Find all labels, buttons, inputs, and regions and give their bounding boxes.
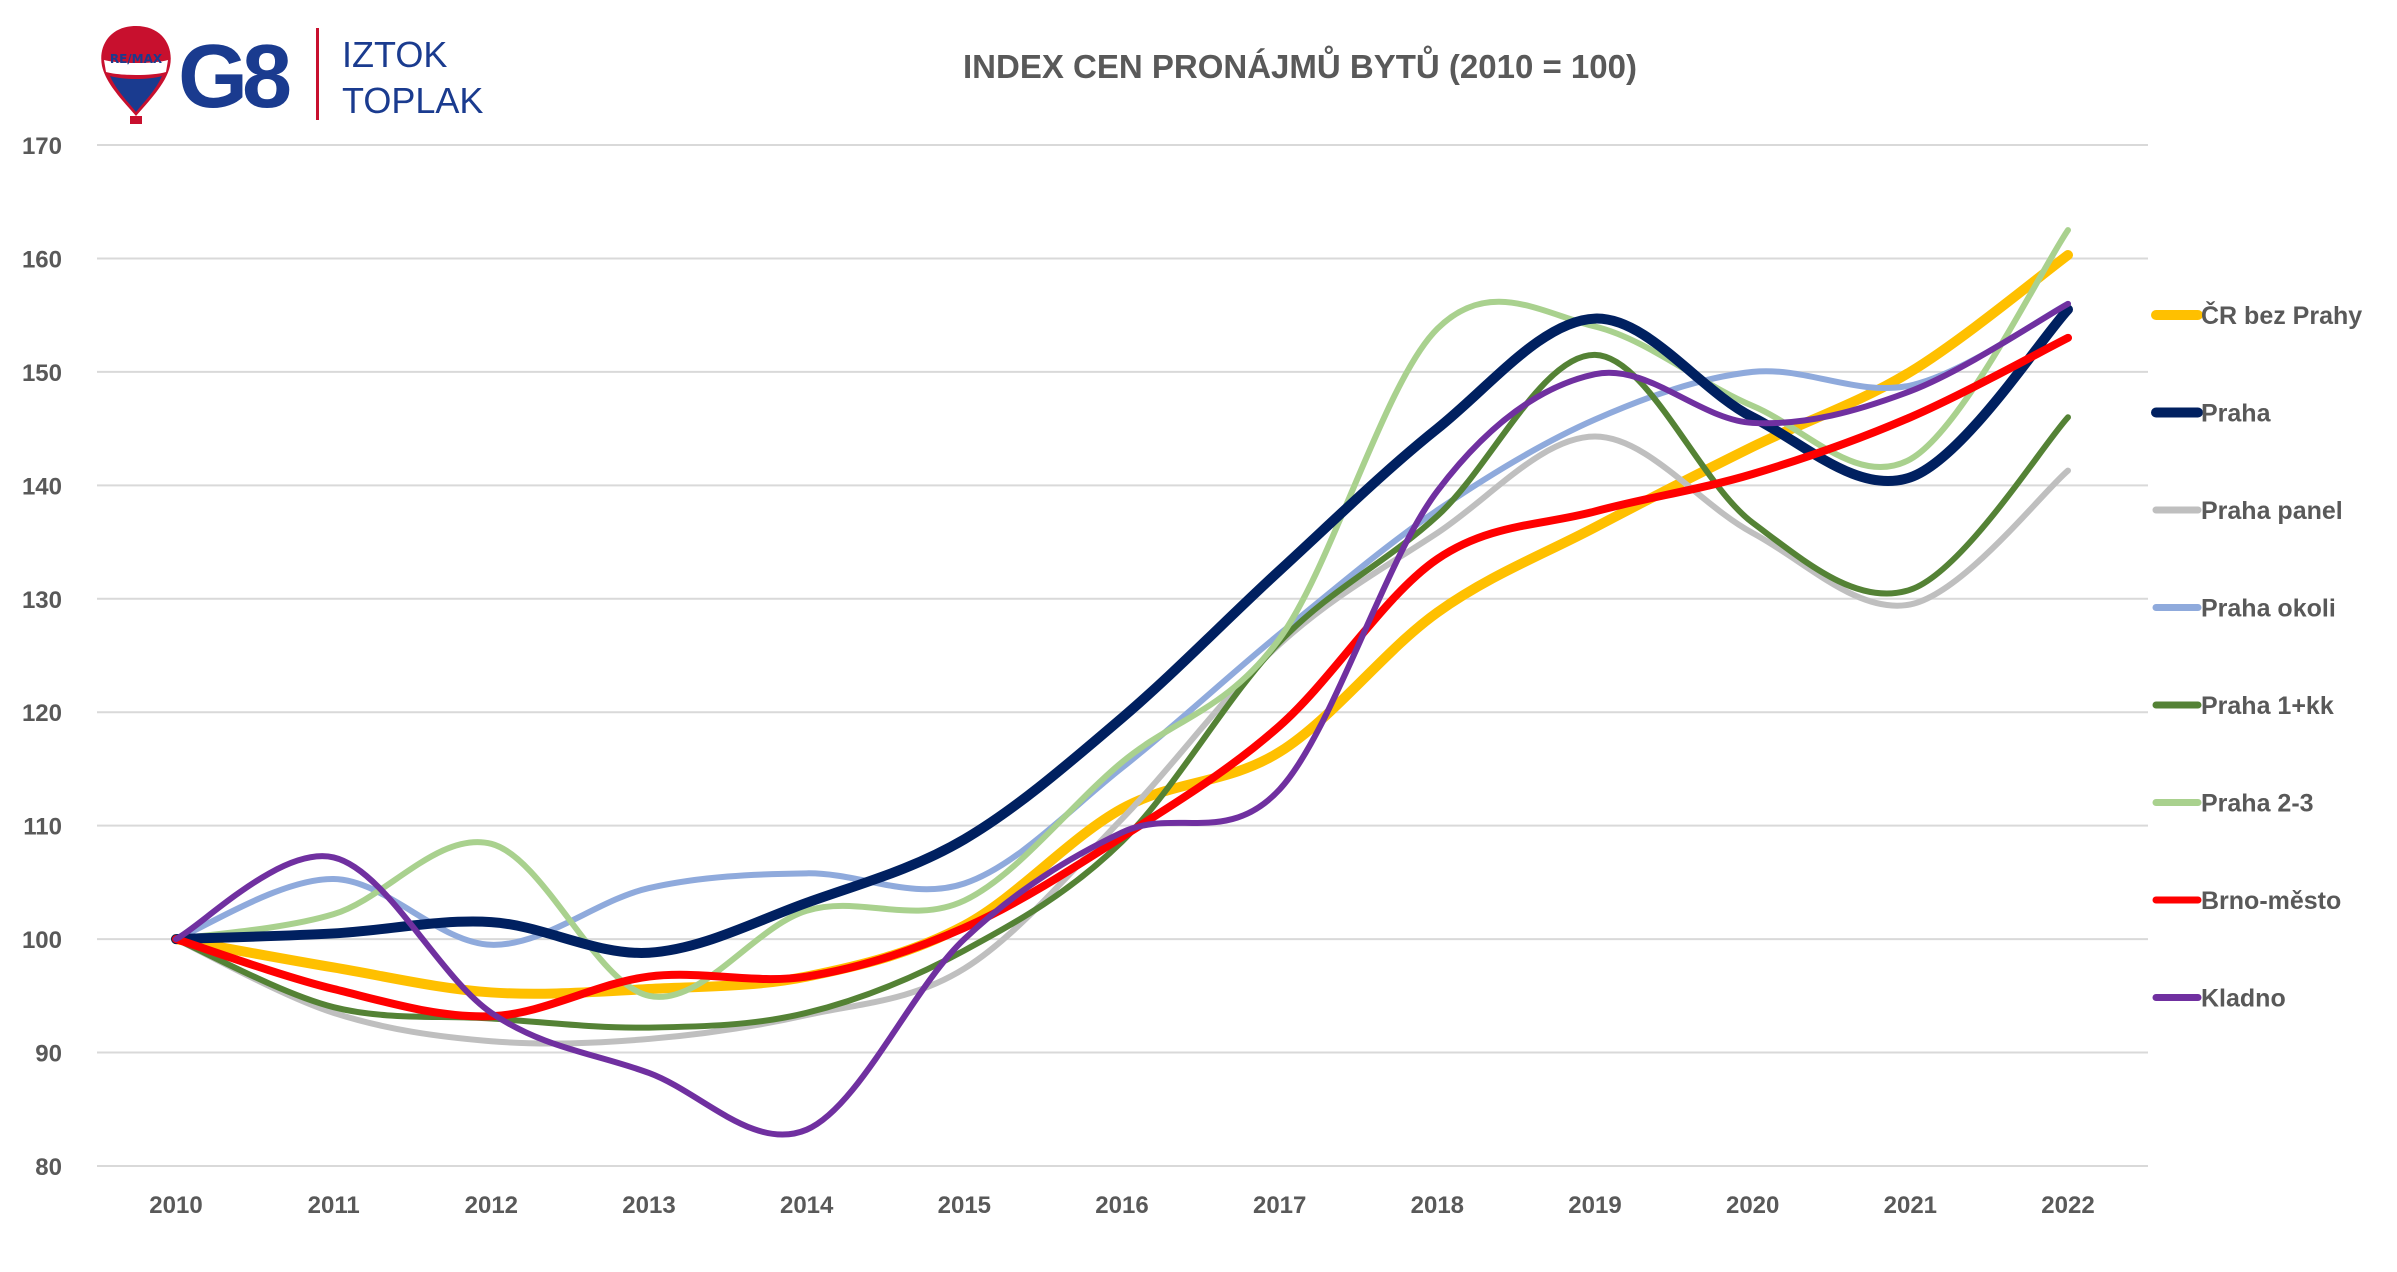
series-line-praha-panel	[173, 433, 2071, 1047]
y-tick-label: 160	[22, 246, 62, 273]
x-tick-label: 2015	[938, 1192, 991, 1219]
y-tick-label: 120	[22, 700, 62, 727]
brand-name-line1: IZTOK	[342, 34, 448, 75]
x-tick-label: 2022	[2041, 1192, 2094, 1219]
x-tick-label: 2011	[308, 1192, 360, 1219]
y-tick-label: 90	[35, 1041, 62, 1068]
legend-label: Praha 1+kk	[2201, 692, 2334, 720]
x-tick-label: 2012	[465, 1192, 518, 1219]
series-line--r-bez-prahy	[171, 250, 2073, 999]
legend-label: Brno-město	[2201, 887, 2341, 915]
x-tick-label: 2018	[1411, 1192, 1464, 1219]
x-tick-label: 2020	[1726, 1192, 1779, 1219]
x-tick-label: 2021	[1884, 1192, 1937, 1219]
legend-label: Praha	[2201, 400, 2272, 428]
legend-label: Praha okoli	[2201, 595, 2336, 623]
y-tick-label: 130	[22, 587, 62, 614]
brand-g8: G8	[178, 27, 292, 127]
gridlines	[97, 144, 2148, 1167]
legend-label: Praha panel	[2201, 497, 2343, 525]
y-axis-ticks: 80 90 100 110 120 130 140 150 160 170	[22, 133, 62, 1181]
brand-small: RE/MAX	[109, 52, 163, 66]
series-line-kladno	[173, 300, 2071, 1138]
series-line-praha-okoli	[173, 300, 2071, 948]
brand-name-line2: TOPLAK	[342, 80, 484, 121]
legend-label: Praha 2-3	[2201, 790, 2314, 818]
x-tick-label: 2017	[1253, 1192, 1306, 1219]
logo: RE/MAX G8 IZTOK TOPLAK	[96, 24, 496, 128]
x-tick-label: 2010	[149, 1192, 202, 1219]
legend-label: Kladno	[2201, 985, 2286, 1013]
y-tick-label: 150	[22, 360, 62, 387]
series-lines	[171, 227, 2073, 1138]
x-tick-label: 2013	[622, 1192, 675, 1219]
x-tick-label: 2016	[1095, 1192, 1148, 1219]
x-tick-label: 2019	[1568, 1192, 1621, 1219]
y-tick-label: 100	[22, 927, 62, 954]
y-tick-label: 170	[22, 133, 62, 160]
balloon-icon	[101, 26, 171, 124]
legend-label: ČR bez Prahy	[2201, 300, 2362, 330]
series-line-praha-2-3	[173, 227, 2071, 1000]
x-axis-ticks: 2010 2011 2012 2013 2014 2015 2016 2017 2018 2019…	[149, 1192, 2094, 1219]
y-tick-label: 80	[35, 1154, 62, 1181]
legend: ČR bez Prahy Praha Praha panel Praha okoli P…	[2151, 300, 2362, 1013]
y-tick-label: 110	[23, 814, 62, 841]
chart-title: INDEX CEN PRONÁJMŮ BYTŮ (2010 = 100)	[963, 45, 1637, 85]
logo-divider	[316, 28, 319, 120]
series-line-praha	[171, 304, 2073, 958]
x-tick-label: 2014	[780, 1192, 834, 1219]
y-tick-label: 140	[22, 473, 62, 500]
